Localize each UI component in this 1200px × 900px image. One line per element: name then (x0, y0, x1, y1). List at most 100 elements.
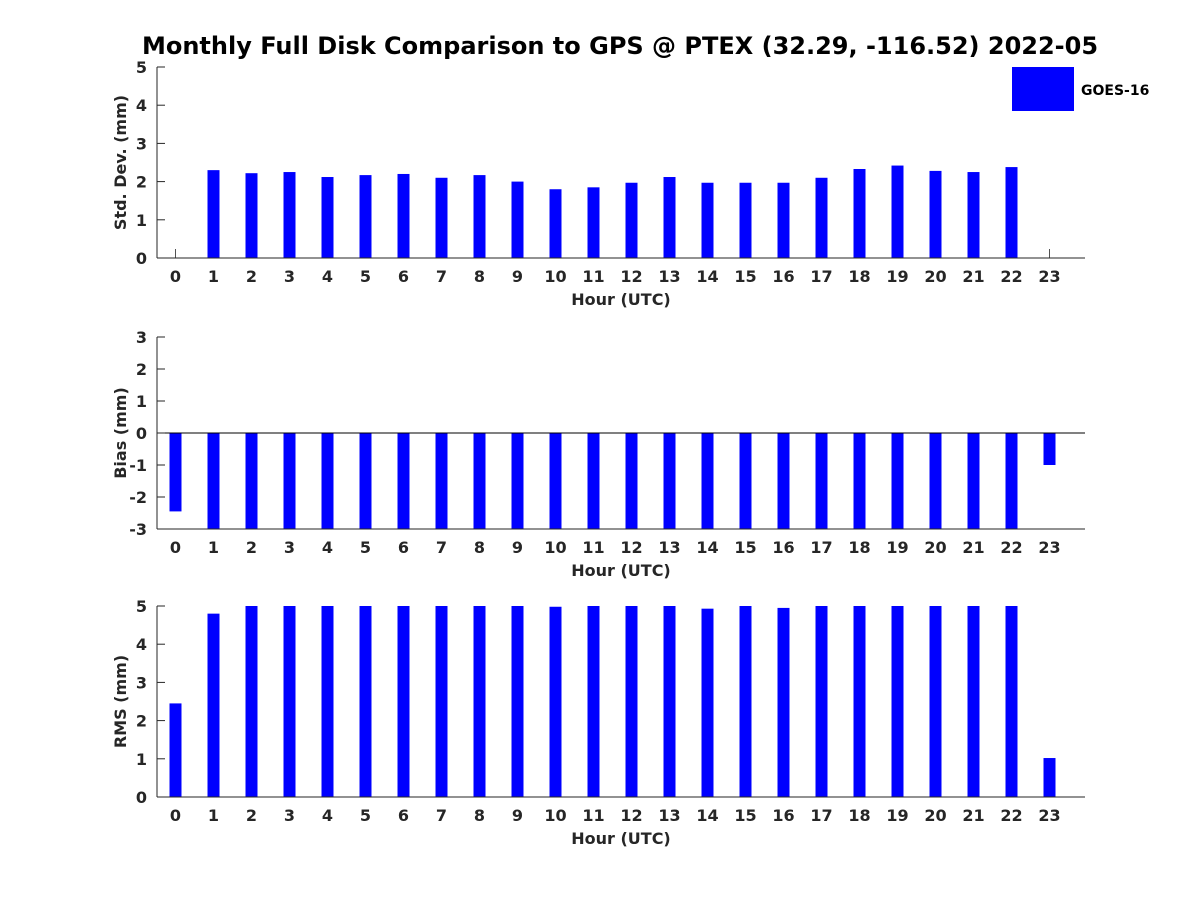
bar-hour-9 (511, 181, 524, 258)
bar-hour-16 (777, 433, 790, 529)
y-tick-label: 1 (136, 392, 147, 411)
bar-hour-18 (853, 168, 866, 258)
y-tick-label: -2 (129, 488, 147, 507)
x-tick-label: 10 (544, 806, 566, 825)
bar-hour-19 (891, 165, 904, 258)
x-tick-label: 18 (848, 538, 870, 557)
bar-hour-6 (397, 433, 410, 529)
x-tick-label: 4 (322, 267, 333, 286)
x-tick-label: 16 (772, 806, 794, 825)
bar-hour-20 (929, 606, 942, 797)
x-tick-label: 8 (474, 538, 485, 557)
x-tick-label: 23 (1038, 806, 1060, 825)
y-tick-label: 4 (136, 635, 147, 654)
x-tick-label: 5 (360, 538, 371, 557)
bar-hour-6 (397, 173, 410, 258)
bar-hour-2 (245, 606, 258, 797)
bar-hour-23 (1043, 433, 1056, 465)
x-tick-label: 7 (436, 267, 447, 286)
bar-hour-7 (435, 433, 448, 529)
x-tick-label: 21 (962, 538, 984, 557)
x-tick-label: 7 (436, 806, 447, 825)
x-tick-label: 19 (886, 806, 908, 825)
bar-hour-19 (891, 433, 904, 529)
x-tick-label: 13 (658, 806, 680, 825)
x-tick-label: 6 (398, 538, 409, 557)
bar-hour-14 (701, 433, 714, 529)
bar-hour-13 (663, 606, 676, 797)
bar-hour-14 (701, 182, 714, 258)
bar-hour-14 (701, 608, 714, 797)
y-tick-label: 0 (136, 788, 147, 807)
chart-title: Monthly Full Disk Comparison to GPS @ PT… (142, 32, 1098, 60)
x-tick-label: 12 (620, 538, 642, 557)
x-tick-label: 22 (1000, 267, 1022, 286)
x-axis-label: Hour (UTC) (571, 290, 671, 309)
x-tick-label: 3 (284, 538, 295, 557)
bar-hour-17 (815, 606, 828, 797)
bar-hour-11 (587, 187, 600, 258)
bar-hour-1 (207, 170, 220, 258)
x-axis-label: Hour (UTC) (571, 829, 671, 848)
bar-hour-11 (587, 606, 600, 797)
bar-hour-5 (359, 175, 372, 258)
legend-swatch-goes-16 (1012, 67, 1074, 111)
bar-hour-1 (207, 613, 220, 797)
bar-hour-20 (929, 433, 942, 529)
y-tick-label: 0 (136, 424, 147, 443)
x-tick-label: 12 (620, 806, 642, 825)
x-tick-label: 11 (582, 267, 604, 286)
x-tick-label: 7 (436, 538, 447, 557)
bar-hour-8 (473, 606, 486, 797)
bar-hour-15 (739, 182, 752, 258)
bar-hour-5 (359, 433, 372, 529)
bar-hour-9 (511, 433, 524, 529)
bar-hour-10 (549, 189, 562, 258)
bar-hour-18 (853, 606, 866, 797)
bar-hour-13 (663, 433, 676, 529)
x-tick-label: 15 (734, 267, 756, 286)
y-tick-label: 1 (136, 211, 147, 230)
y-tick-label: 4 (136, 96, 147, 115)
x-tick-label: 11 (582, 806, 604, 825)
y-tick-label: -3 (129, 520, 147, 539)
x-tick-label: 5 (360, 806, 371, 825)
bar-hour-22 (1005, 433, 1018, 529)
bar-hour-4 (321, 433, 334, 529)
legend-label-goes-16: GOES-16 (1081, 83, 1149, 99)
bar-hour-12 (625, 606, 638, 797)
x-tick-label: 20 (924, 806, 946, 825)
y-axis-label: RMS (mm) (111, 655, 130, 748)
x-tick-label: 9 (512, 267, 523, 286)
bar-hour-9 (511, 606, 524, 797)
x-tick-label: 5 (360, 267, 371, 286)
y-tick-label: 2 (136, 173, 147, 192)
x-tick-label: 19 (886, 538, 908, 557)
bar-hour-3 (283, 172, 296, 258)
x-tick-label: 4 (322, 538, 333, 557)
bar-hour-11 (587, 433, 600, 529)
x-tick-label: 17 (810, 538, 832, 557)
bar-hour-7 (435, 606, 448, 797)
x-tick-label: 4 (322, 806, 333, 825)
x-tick-label: 18 (848, 806, 870, 825)
x-tick-label: 14 (696, 267, 718, 286)
x-tick-label: 17 (810, 806, 832, 825)
bar-hour-23 (1043, 758, 1056, 797)
x-tick-label: 9 (512, 538, 523, 557)
x-tick-label: 16 (772, 267, 794, 286)
bar-hour-21 (967, 606, 980, 797)
bar-hour-7 (435, 177, 448, 258)
x-tick-label: 1 (208, 267, 219, 286)
x-tick-label: 16 (772, 538, 794, 557)
x-tick-label: 0 (170, 267, 181, 286)
x-tick-label: 22 (1000, 806, 1022, 825)
bar-hour-17 (815, 433, 828, 529)
x-tick-label: 13 (658, 267, 680, 286)
bar-hour-15 (739, 606, 752, 797)
x-tick-label: 14 (696, 538, 718, 557)
y-tick-label: 5 (136, 597, 147, 616)
x-tick-label: 1 (208, 538, 219, 557)
